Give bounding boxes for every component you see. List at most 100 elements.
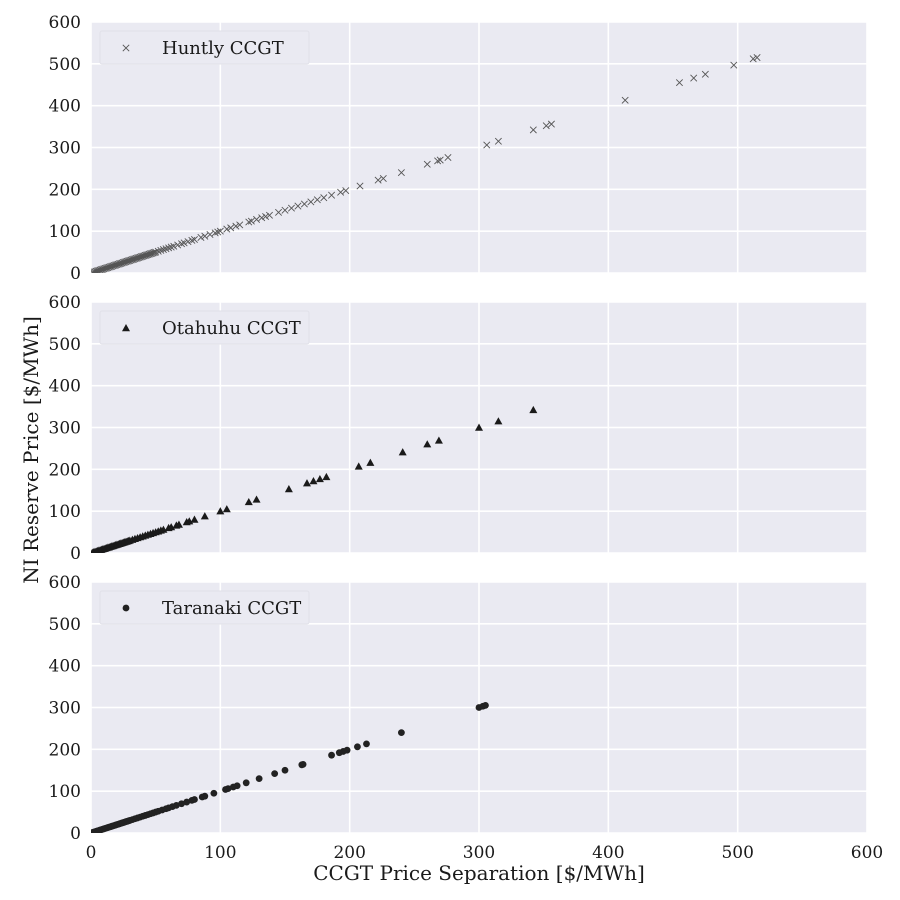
- data-point: [170, 242, 178, 250]
- data-point: [366, 458, 375, 466]
- y-tick-label: 100: [49, 502, 81, 522]
- data-point: [423, 440, 432, 448]
- data-point: [309, 477, 318, 485]
- y-tick-label: 300: [49, 139, 81, 159]
- data-point: [313, 196, 321, 204]
- data-point: [494, 137, 502, 145]
- data-point: [100, 265, 108, 273]
- data-point: [123, 257, 131, 265]
- data-point: [110, 261, 118, 269]
- data-point: [529, 126, 537, 134]
- data-point: [124, 257, 133, 265]
- legend-marker: [122, 324, 130, 332]
- data-point: [356, 182, 364, 190]
- data-point: [99, 265, 107, 273]
- data-point: [434, 157, 442, 165]
- data-point: [184, 238, 192, 246]
- data-point: [167, 243, 175, 251]
- data-point: [436, 156, 444, 164]
- data-point: [222, 505, 231, 513]
- data-point: [157, 246, 165, 254]
- data-point: [112, 261, 120, 269]
- y-tick-label: 400: [49, 97, 81, 117]
- legend: Otahuhu CCGT: [99, 310, 310, 345]
- data-point: [191, 796, 198, 803]
- legend-marker: [122, 44, 130, 52]
- panel-3: 0 100 200 300 400 500 600 0 100 200 300 400 500 600 Ta…: [49, 573, 884, 863]
- x-tick-label: 500: [721, 843, 753, 863]
- x-tick-label: 100: [204, 843, 236, 863]
- data-point: [320, 194, 328, 202]
- data-point: [363, 740, 370, 748]
- data-point: [113, 261, 121, 269]
- data-point: [96, 266, 104, 273]
- data-point: [281, 766, 289, 774]
- data-point: [343, 746, 351, 754]
- y-tick-label: 0: [70, 544, 81, 564]
- data-point: [190, 236, 198, 244]
- data-point: [253, 215, 261, 223]
- series-circle: [91, 702, 489, 833]
- data-point: [148, 249, 156, 257]
- data-point: [265, 211, 273, 219]
- data-point: [92, 267, 100, 273]
- data-point: [271, 770, 279, 777]
- data-point: [730, 61, 738, 69]
- data-point: [118, 259, 126, 267]
- data-point: [114, 260, 122, 268]
- data-point: [197, 233, 205, 241]
- data-point: [354, 743, 361, 751]
- data-point: [398, 729, 405, 736]
- data-point: [131, 255, 139, 263]
- data-point: [216, 507, 225, 515]
- data-point: [152, 248, 160, 256]
- data-point: [115, 260, 123, 268]
- data-point: [242, 779, 250, 787]
- y-tick-label: 400: [49, 377, 81, 397]
- data-point: [275, 208, 283, 216]
- data-point: [224, 785, 232, 793]
- data-point: [247, 217, 255, 225]
- data-point: [379, 174, 387, 182]
- data-point: [398, 448, 407, 456]
- data-point: [91, 268, 98, 273]
- data-point: [542, 122, 550, 130]
- data-point: [216, 227, 224, 235]
- data-point: [178, 800, 185, 808]
- data-point: [93, 267, 101, 273]
- data-point: [374, 176, 382, 184]
- data-point: [201, 232, 209, 240]
- data-point: [159, 246, 167, 254]
- data-point: [315, 474, 324, 483]
- x-tick-label: 200: [333, 843, 365, 863]
- y-tick-label: 500: [49, 615, 81, 635]
- data-point: [214, 228, 222, 236]
- legend-label: Huntly CCGT: [162, 38, 284, 59]
- data-point: [307, 198, 315, 206]
- data-point: [119, 259, 127, 267]
- panel-1: 0 100 200 300 400 500 600 Huntly CCGT: [49, 13, 868, 284]
- data-point: [178, 240, 186, 248]
- data-point: [262, 213, 270, 221]
- data-point: [108, 262, 116, 270]
- y-tick-label: 200: [49, 460, 81, 480]
- data-point: [150, 248, 158, 257]
- data-point: [621, 96, 629, 104]
- x-tick-label: 600: [851, 843, 883, 863]
- x-tick-label: 300: [463, 843, 495, 863]
- legend: Taranaki CCGT: [99, 590, 310, 625]
- y-tick-label: 0: [70, 264, 81, 284]
- y-tick-label: 200: [49, 180, 81, 200]
- data-point: [139, 252, 147, 260]
- data-point: [154, 247, 162, 255]
- data-point: [284, 484, 293, 493]
- data-point: [200, 512, 209, 520]
- data-point: [434, 436, 443, 444]
- data-point: [675, 79, 683, 87]
- data-point: [753, 54, 761, 62]
- y-tick-label: 600: [49, 573, 81, 593]
- y-tick-label: 300: [49, 419, 81, 439]
- y-tick-label: 200: [49, 740, 81, 760]
- data-point: [188, 236, 196, 244]
